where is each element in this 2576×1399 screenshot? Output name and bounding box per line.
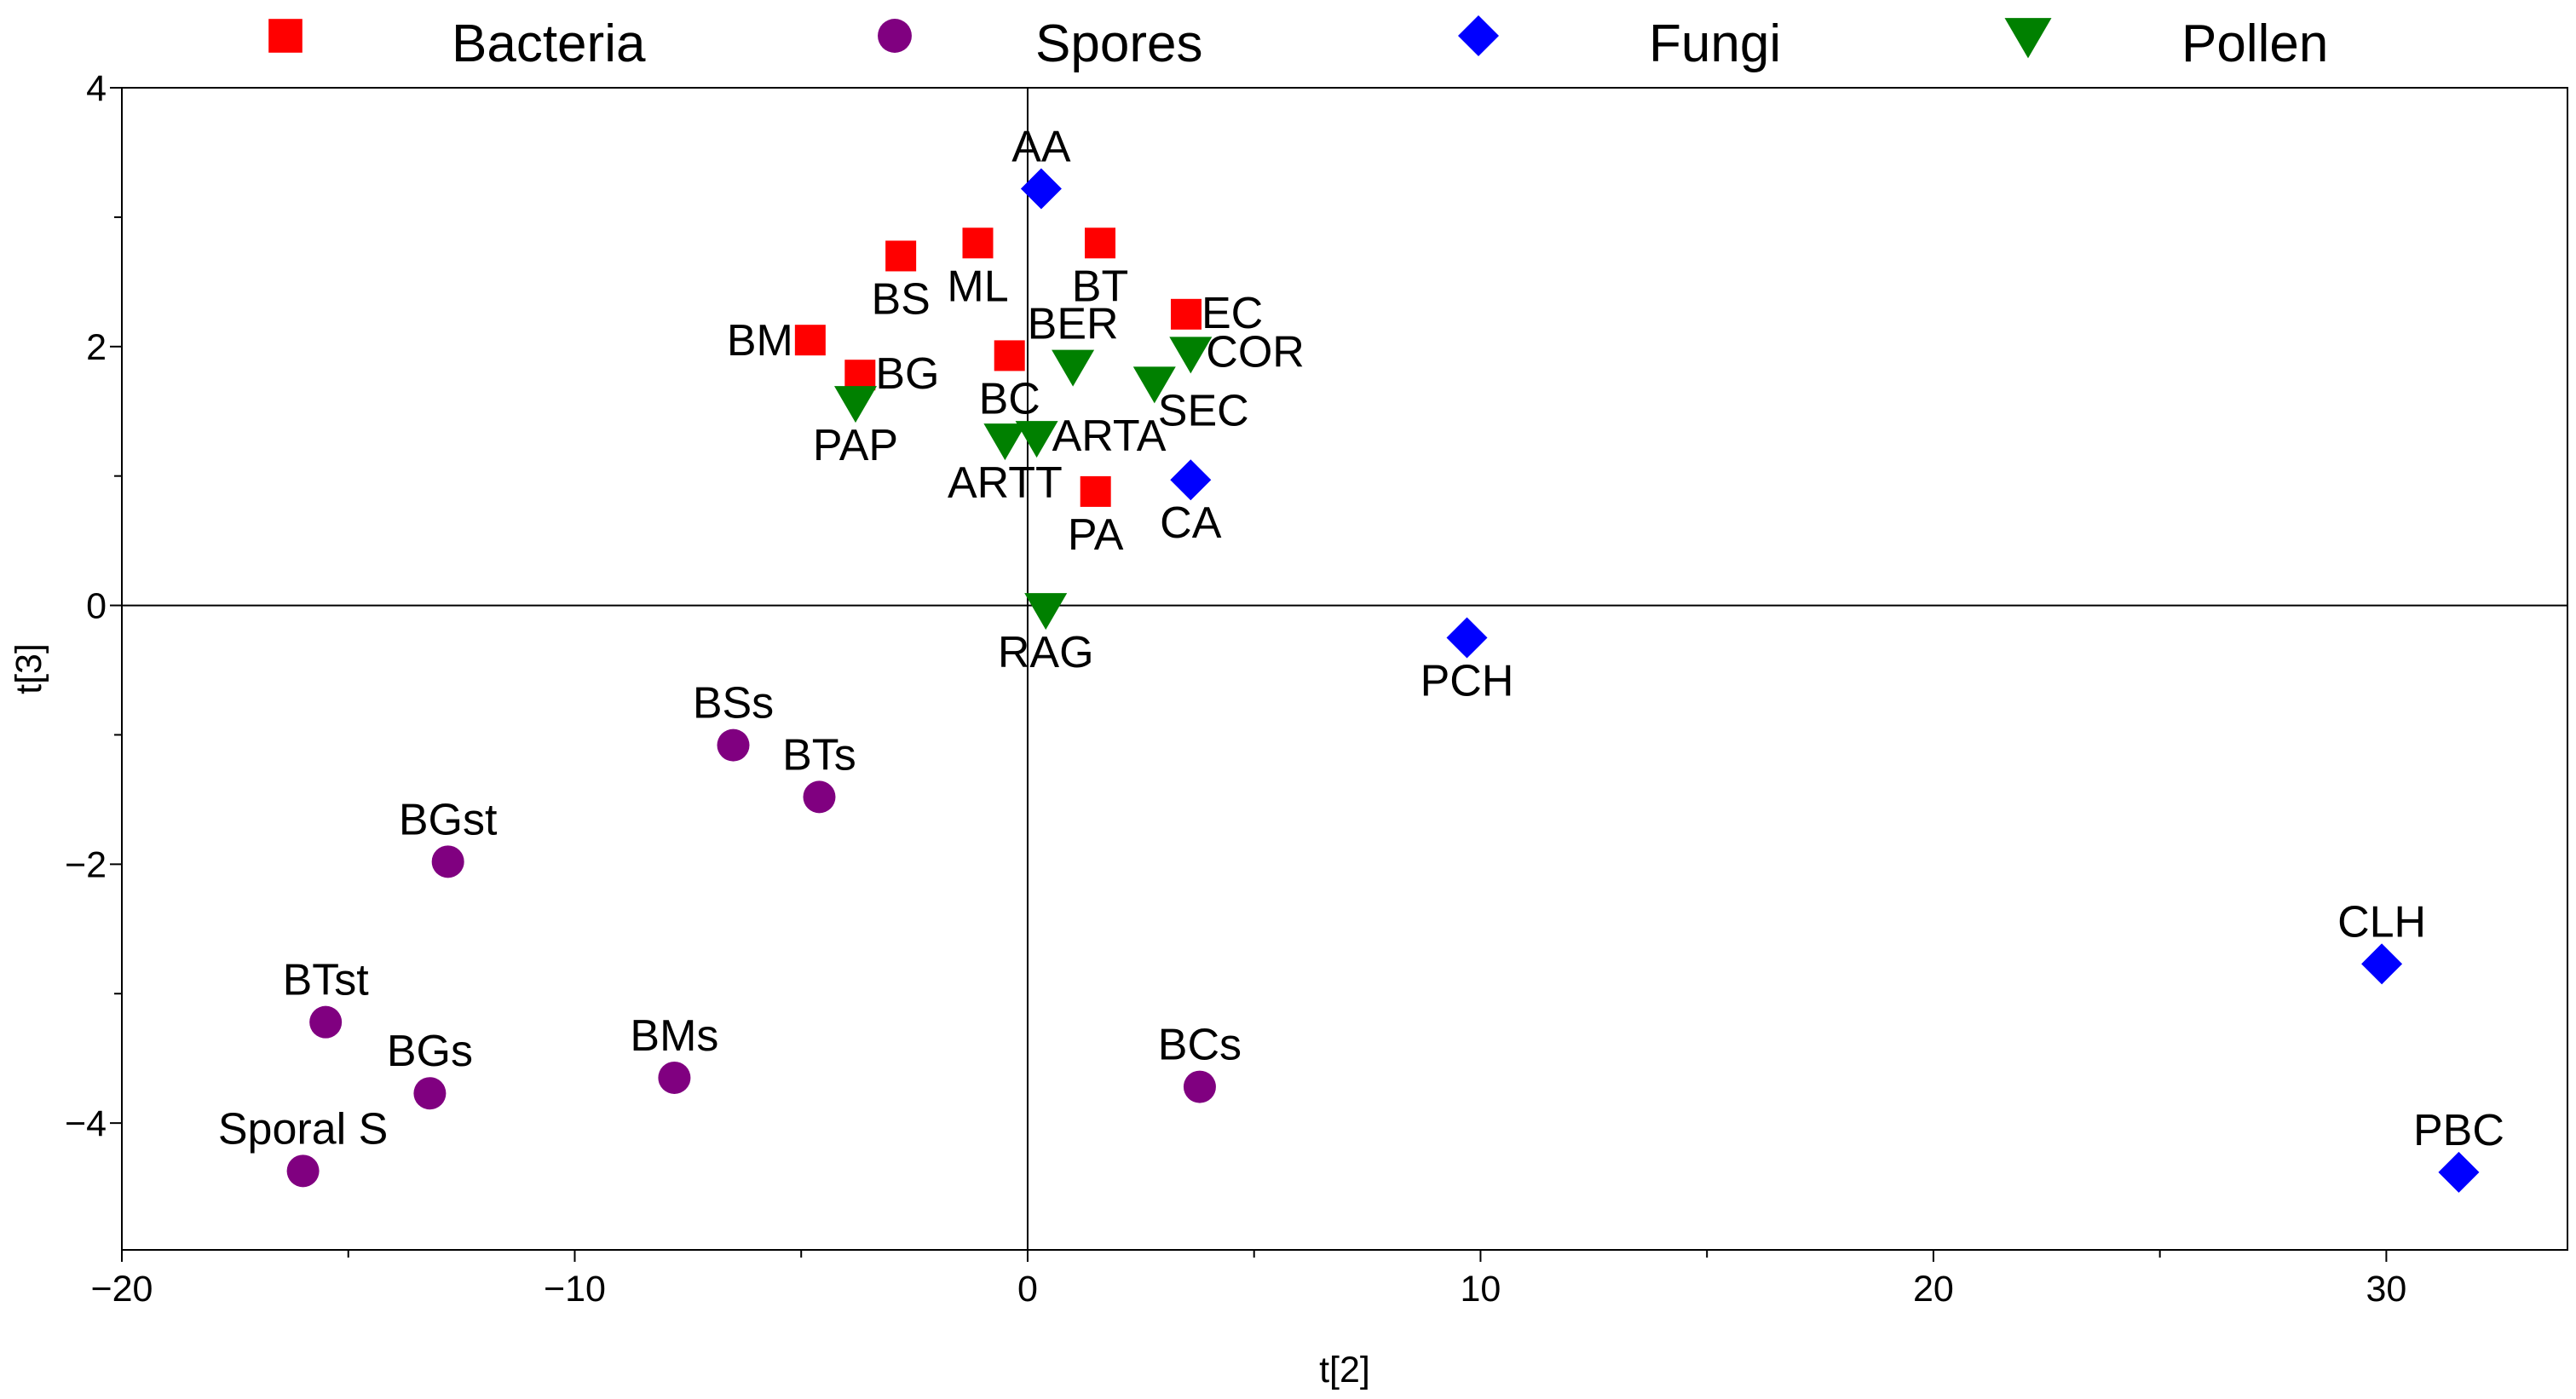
data-point — [1169, 337, 1213, 374]
data-label: PCH — [1421, 657, 1514, 706]
data-label: BER — [1028, 300, 1119, 349]
y-tick-label: 2 — [86, 327, 107, 368]
data-point — [983, 423, 1027, 461]
data-point — [794, 325, 826, 356]
data-label: CA — [1160, 498, 1222, 548]
data-point — [431, 845, 464, 878]
y-tick-label: −4 — [65, 1103, 107, 1144]
data-point — [803, 780, 836, 814]
data-label: BTst — [283, 956, 370, 1005]
data-label: BSs — [693, 679, 774, 728]
legend-marker-fungi — [1458, 15, 1499, 56]
data-label: BGst — [399, 795, 498, 844]
data-label: BTs — [782, 730, 856, 780]
x-tick-label: −20 — [91, 1269, 153, 1310]
legend-label-pollen: Pollen — [2181, 14, 2328, 73]
y-axis-title: t[3] — [9, 643, 49, 694]
data-label: EC — [1202, 289, 1263, 338]
data-label: BT — [1072, 262, 1128, 311]
legend-marker-pollen — [2004, 18, 2052, 59]
data-label: COR — [1206, 327, 1305, 377]
data-point — [1132, 366, 1176, 404]
y-tick-label: 0 — [86, 586, 107, 627]
y-tick-label: 4 — [86, 68, 107, 109]
data-point — [1020, 168, 1062, 210]
data-point — [2438, 1151, 2480, 1193]
data-point — [286, 1154, 320, 1188]
data-point — [1446, 617, 1488, 659]
data-label: BM — [727, 316, 793, 366]
data-point — [1170, 298, 1202, 330]
data-label: PA — [1068, 510, 1124, 560]
data-point — [1085, 227, 1115, 259]
data-point — [1024, 593, 1068, 630]
data-label: AA — [1011, 122, 1071, 171]
x-tick-label: 30 — [2366, 1269, 2406, 1310]
data-point — [885, 240, 917, 272]
data-label: CLH — [2337, 897, 2426, 947]
data-label: BMs — [630, 1011, 718, 1061]
data-label: BC — [979, 374, 1040, 423]
data-point — [309, 1005, 343, 1039]
data-label: BS — [871, 274, 930, 324]
data-point — [844, 360, 876, 391]
data-point — [413, 1077, 447, 1110]
data-point — [834, 386, 877, 423]
data-point — [717, 728, 750, 762]
data-label: BGs — [387, 1027, 473, 1076]
data-label: BCs — [1158, 1021, 1242, 1070]
data-label: PAP — [813, 421, 898, 470]
legend-label-spores: Spores — [1035, 14, 1202, 73]
data-point — [658, 1061, 691, 1094]
x-tick-label: 10 — [1461, 1269, 1501, 1310]
data-label: ARTA — [1052, 412, 1167, 461]
data-label: ARTT — [948, 458, 1063, 508]
data-point — [2361, 943, 2403, 985]
data-point — [994, 340, 1025, 371]
legend-marker-spores — [878, 19, 912, 53]
plot-frame — [121, 87, 2568, 1251]
data-point — [1183, 1070, 1216, 1103]
x-tick-label: −10 — [544, 1269, 606, 1310]
data-point — [1052, 349, 1095, 387]
data-point — [1015, 421, 1058, 458]
data-point — [1170, 459, 1212, 501]
legend-label-fungi: Fungi — [1649, 14, 1781, 73]
legend-label-bacteria: Bacteria — [452, 14, 646, 73]
data-label: Sporal S — [218, 1104, 388, 1154]
x-tick-label: 20 — [1913, 1269, 1954, 1310]
data-label: RAG — [998, 628, 1094, 677]
legend-marker-bacteria — [268, 19, 303, 53]
data-label: PBC — [2413, 1106, 2504, 1155]
x-tick-label: 0 — [1017, 1269, 1038, 1310]
data-point — [962, 227, 994, 259]
data-label: ML — [947, 262, 1008, 311]
data-label: SEC — [1158, 386, 1249, 435]
data-label: BG — [875, 349, 939, 399]
data-point — [1080, 475, 1111, 507]
x-axis-title: t[2] — [1319, 1350, 1370, 1390]
y-tick-label: −2 — [65, 844, 107, 885]
